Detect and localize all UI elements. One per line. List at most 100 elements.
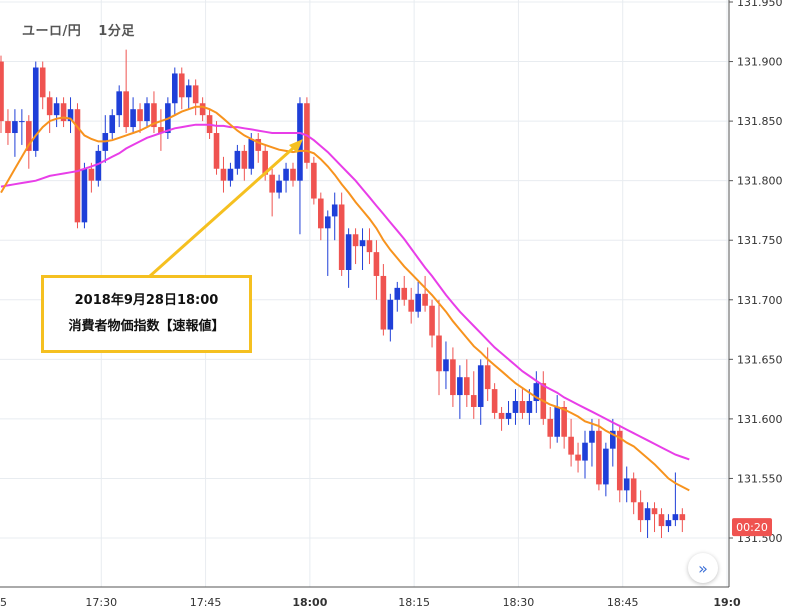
candle-body [505,412,512,419]
candle-body [512,401,519,413]
candle-body [199,103,206,116]
scroll-to-latest-button[interactable]: » [688,553,718,583]
candle-body [366,240,373,253]
y-tick-label: 131.850 [737,115,783,128]
candle-body [422,293,428,306]
candle-body [144,103,150,122]
candle-body [623,478,630,491]
candle-body [450,359,456,396]
candle-body [185,85,192,98]
candle-body [401,287,408,300]
candle-body [582,442,588,461]
candle-body [644,508,651,521]
candle-body [415,293,421,312]
candle-body [192,85,199,104]
y-tick-label: 131.950 [737,0,783,9]
candle-body [74,109,81,223]
candle-body [498,412,505,419]
candle-body [116,91,122,116]
event-callout: 2018年9月28日18:00 消費者物価指数【速報値】 [41,275,252,353]
x-tick-label: 18:30 [503,596,535,609]
candle-body [318,198,324,229]
y-tick-label: 131.900 [737,56,783,69]
candle-body [151,103,157,128]
candle-body [596,430,602,485]
candle-body [526,401,533,413]
candle-body [234,150,241,169]
x-tick-label: 17:45 [190,596,222,609]
candle-body [359,240,366,247]
y-tick-label: 131.700 [737,294,783,307]
candle-body [283,168,289,181]
candle-body [679,514,686,521]
interval-label: 1分足 [98,24,135,39]
candle-body [130,109,136,128]
y-tick-label: 131.750 [737,234,783,247]
callout-arrow-line [149,140,301,278]
candle-body [568,436,574,455]
candle-body [304,103,310,163]
event-name: 消費者物価指数【速報値】 [68,319,225,334]
candle-body [443,359,449,372]
candle-body [19,121,25,123]
candle-body [324,216,331,229]
candle-body [665,520,672,527]
candle-body [387,299,394,330]
candle-body [658,514,665,527]
candle-body [533,383,540,402]
y-tick-label: 131.800 [737,175,783,188]
candle-body [109,115,116,134]
candle-body [457,377,463,396]
candle-body [616,430,623,491]
y-tick-label: 131.650 [737,353,783,366]
candle-body [436,335,442,372]
candle-body [178,73,185,98]
y-tick-label: 131.600 [737,413,783,426]
candle-body [464,377,470,396]
candle-body [345,234,352,270]
candle-body [651,508,658,515]
candle-body [60,103,67,122]
y-tick-label: 131.550 [737,472,783,485]
candle-body [352,234,359,247]
x-tick-label: 18:00 [292,596,327,609]
current-price-badge [732,518,772,537]
double-chevron-right-icon: » [698,558,708,578]
current-price-badge-label: 00:20 [736,521,768,534]
candle-body [67,109,74,122]
candle-body [32,67,39,151]
candle-body [172,73,178,104]
x-tick-label: 18:15 [398,596,430,609]
candle-body [123,91,129,128]
candle-body [26,121,32,151]
currency-pair-label: ユーロ/円 [22,24,82,39]
candle-body [53,103,60,116]
candle-body [394,287,401,300]
candle-body [637,502,644,521]
callout-arrow-head [289,139,303,153]
chart-title: ユーロ/円 1分足 [22,20,147,39]
candle-body [491,389,498,413]
candle-body [311,162,317,199]
candle-body [561,406,567,437]
candle-body [276,180,282,193]
candle-body [0,61,4,122]
candle-body [589,430,595,443]
candle-body [547,418,554,437]
candle-body [213,133,220,169]
candle-body [241,150,248,169]
candle-body [12,121,18,134]
candle-body [88,168,95,181]
candle-body [46,97,53,116]
candle-body [262,150,268,175]
candle-body [484,365,491,390]
x-tick-label: 17:30 [85,596,117,609]
x-tick-label: 5 [0,596,7,609]
x-tick-label: 18:45 [607,596,639,609]
candle-body [331,204,338,217]
candle-body [429,305,435,336]
candle-body [338,204,345,270]
candle-body [137,109,143,122]
candle-body [81,168,88,223]
